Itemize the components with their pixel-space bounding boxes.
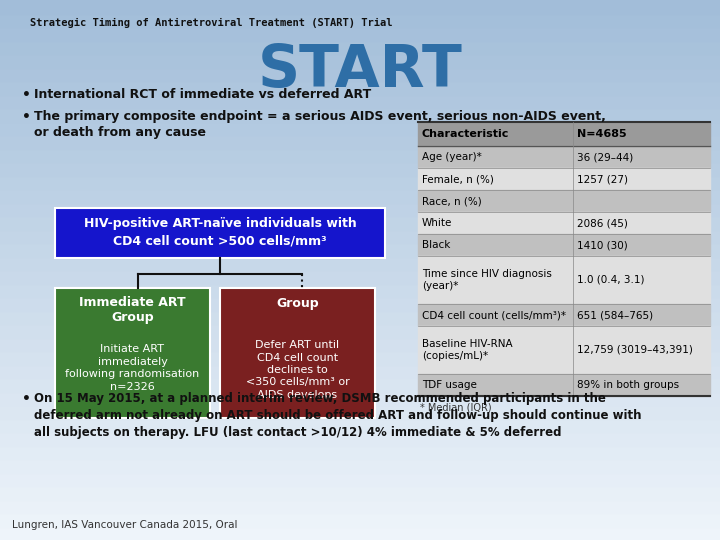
- Bar: [418, 326, 710, 374]
- Text: •: •: [22, 392, 31, 406]
- Text: Black: Black: [422, 240, 451, 250]
- Bar: [0, 39, 720, 54]
- Text: Female, n (%): Female, n (%): [422, 174, 494, 184]
- Bar: [0, 498, 720, 513]
- Bar: [0, 282, 720, 297]
- Bar: [418, 122, 710, 146]
- Bar: [0, 53, 720, 68]
- Text: 89% in both groups: 89% in both groups: [577, 380, 679, 390]
- Bar: [0, 107, 720, 122]
- Text: 1.0 (0.4, 3.1): 1.0 (0.4, 3.1): [577, 275, 644, 285]
- Bar: [0, 201, 720, 216]
- Text: Race, n (%): Race, n (%): [422, 196, 482, 206]
- Bar: [0, 444, 720, 459]
- Bar: [0, 147, 720, 162]
- Bar: [418, 212, 710, 234]
- Text: Defer ART until
CD4 cell count
declines to
<350 cells/mm³ or
AIDS develops: Defer ART until CD4 cell count declines …: [246, 340, 349, 400]
- Bar: [0, 12, 720, 27]
- Bar: [418, 168, 710, 190]
- Bar: [0, 377, 720, 392]
- Text: deferred arm not already on ART should be offered ART and follow-up should conti: deferred arm not already on ART should b…: [34, 409, 642, 422]
- Bar: [0, 471, 720, 486]
- Text: Time since HIV diagnosis
(year)*: Time since HIV diagnosis (year)*: [422, 269, 552, 291]
- Text: •: •: [22, 110, 31, 124]
- Text: Lungren, IAS Vancouver Canada 2015, Oral: Lungren, IAS Vancouver Canada 2015, Oral: [12, 520, 238, 530]
- Bar: [0, 255, 720, 270]
- Bar: [418, 190, 710, 212]
- Bar: [0, 161, 720, 176]
- Bar: [55, 288, 210, 418]
- Text: •: •: [22, 88, 31, 102]
- Text: 2086 (45): 2086 (45): [577, 218, 628, 228]
- Text: Initiate ART
immediately
following randomisation
n=2326: Initiate ART immediately following rando…: [66, 345, 199, 391]
- Text: all subjects on therapy. LFU (last contact >10/12) 4% immediate & 5% deferred: all subjects on therapy. LFU (last conta…: [34, 426, 562, 439]
- Text: 1410 (30): 1410 (30): [577, 240, 628, 250]
- Bar: [0, 390, 720, 405]
- Bar: [0, 93, 720, 108]
- Text: 1257 (27): 1257 (27): [577, 174, 628, 184]
- Bar: [0, 26, 720, 40]
- Text: The primary composite endpoint = a serious AIDS event, serious non-AIDS event,: The primary composite endpoint = a serio…: [34, 110, 606, 123]
- Bar: [220, 288, 375, 418]
- Text: 12,759 (3019–43,391): 12,759 (3019–43,391): [577, 345, 693, 355]
- Bar: [0, 228, 720, 243]
- Text: CD4 cell count (cells/mm³)*: CD4 cell count (cells/mm³)*: [422, 310, 566, 320]
- Bar: [0, 215, 720, 230]
- Bar: [0, 242, 720, 256]
- Text: TDF usage: TDF usage: [422, 380, 477, 390]
- Bar: [418, 374, 710, 396]
- Text: Group: Group: [276, 298, 319, 310]
- Text: Age (year)*: Age (year)*: [422, 152, 482, 162]
- Bar: [0, 309, 720, 324]
- Text: or death from any cause: or death from any cause: [34, 126, 206, 139]
- Text: Characteristic: Characteristic: [422, 129, 509, 139]
- Bar: [0, 120, 720, 135]
- Text: START: START: [258, 42, 462, 99]
- Text: 651 (584–765): 651 (584–765): [577, 310, 653, 320]
- Text: HIV-positive ART-naïve individuals with
CD4 cell count >500 cells/mm³: HIV-positive ART-naïve individuals with …: [84, 217, 356, 247]
- Text: N=4685: N=4685: [577, 129, 626, 139]
- Bar: [0, 363, 720, 378]
- Bar: [55, 208, 385, 258]
- Bar: [0, 134, 720, 148]
- Bar: [0, 323, 720, 338]
- Text: Strategic Timing of Antiretroviral Treatment (START) Trial: Strategic Timing of Antiretroviral Treat…: [30, 18, 392, 28]
- Text: 36 (29–44): 36 (29–44): [577, 152, 634, 162]
- Bar: [0, 336, 720, 351]
- Bar: [0, 512, 720, 526]
- Text: International RCT of immediate vs deferred ART: International RCT of immediate vs deferr…: [34, 88, 372, 101]
- Bar: [0, 458, 720, 472]
- Bar: [0, 296, 720, 310]
- Bar: [0, 188, 720, 202]
- Bar: [0, 269, 720, 284]
- Bar: [0, 0, 720, 14]
- Bar: [0, 66, 720, 81]
- Text: White: White: [422, 218, 452, 228]
- Text: Immediate ART
Group: Immediate ART Group: [79, 295, 186, 325]
- Bar: [418, 146, 710, 168]
- Text: On 15 May 2015, at a planned interim review, DSMB recommended participants in th: On 15 May 2015, at a planned interim rev…: [34, 392, 606, 405]
- Bar: [0, 174, 720, 189]
- Bar: [0, 350, 720, 364]
- Bar: [0, 80, 720, 94]
- Text: * Median (IQR): * Median (IQR): [420, 402, 492, 412]
- Bar: [0, 485, 720, 500]
- Bar: [0, 525, 720, 540]
- Bar: [418, 256, 710, 304]
- Bar: [0, 404, 720, 418]
- Bar: [0, 417, 720, 432]
- Bar: [418, 304, 710, 326]
- Bar: [418, 234, 710, 256]
- Text: Baseline HIV-RNA
(copies/mL)*: Baseline HIV-RNA (copies/mL)*: [422, 339, 513, 361]
- Bar: [0, 431, 720, 445]
